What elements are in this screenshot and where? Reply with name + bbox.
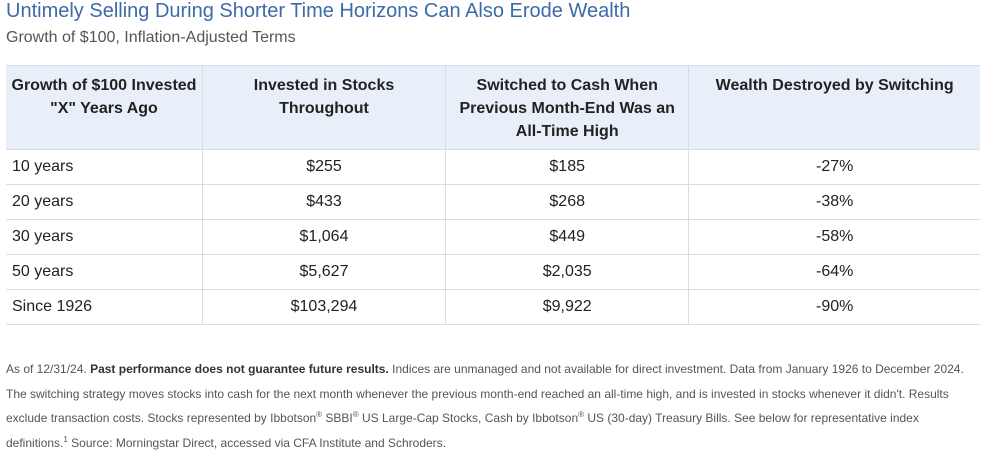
table-row: 20 years $433 $268 -38% xyxy=(6,184,980,220)
table-row: 30 years $1,064 $449 -58% xyxy=(6,219,980,255)
cell-invested: $255 xyxy=(201,149,446,185)
cell-switched: $268 xyxy=(445,184,689,220)
footnote: As of 12/31/24. Past performance does no… xyxy=(6,357,966,455)
wealth-table: Growth of $100 Invested "X" Years Ago In… xyxy=(6,65,980,325)
footnote-disclaimer: Past performance does not guarantee futu… xyxy=(90,362,389,376)
table-header: Growth of $100 Invested "X" Years Ago In… xyxy=(6,65,980,150)
cell-switched: $185 xyxy=(445,149,689,185)
footnote-reference: 1 xyxy=(63,434,68,444)
registered-mark: ® xyxy=(578,410,585,419)
cell-period: 50 years xyxy=(6,254,203,290)
footnote-source: Source: Morningstar Direct, accessed via… xyxy=(67,435,446,450)
header-wealth-destroyed: Wealth Destroyed by Switching xyxy=(688,65,980,150)
page-title: Untimely Selling During Shorter Time Hor… xyxy=(6,0,631,22)
cell-period: 30 years xyxy=(6,219,203,255)
cell-switched: $449 xyxy=(445,219,689,255)
cell-destroyed: -90% xyxy=(688,289,980,325)
cell-period: Since 1926 xyxy=(6,289,203,325)
cell-invested: $1,064 xyxy=(201,219,446,255)
page-subtitle: Growth of $100, Inflation-Adjusted Terms xyxy=(6,29,296,46)
footnote-text: SBBI xyxy=(322,411,353,425)
header-years-ago: Growth of $100 Invested "X" Years Ago xyxy=(6,65,203,150)
header-invested-throughout: Invested in Stocks Throughout xyxy=(201,65,446,150)
cell-destroyed: -38% xyxy=(688,184,980,220)
header-switched-to-cash: Switched to Cash When Previous Month-End… xyxy=(445,65,689,150)
registered-mark: ® xyxy=(352,410,359,419)
registered-mark: ® xyxy=(316,410,323,419)
table-row: 50 years $5,627 $2,035 -64% xyxy=(6,254,980,290)
cell-period: 10 years xyxy=(6,149,203,185)
footnote-text: US Large-Cap Stocks, Cash by Ibbotson xyxy=(358,411,579,425)
footnote-date: As of 12/31/24. xyxy=(6,362,91,376)
cell-switched: $2,035 xyxy=(445,254,689,290)
table-header-row: Growth of $100 Invested "X" Years Ago In… xyxy=(6,65,980,150)
cell-destroyed: -58% xyxy=(688,219,980,255)
cell-period: 20 years xyxy=(6,184,203,220)
footnote-text: US (30-day) Treasury Bills. See below fo… xyxy=(6,411,919,450)
cell-invested: $103,294 xyxy=(201,289,446,325)
cell-switched: $9,922 xyxy=(445,289,689,325)
table-row: 10 years $255 $185 -27% xyxy=(6,149,980,185)
cell-invested: $5,627 xyxy=(201,254,446,290)
footnote-text: Indices are unmanaged and not available … xyxy=(6,362,964,425)
cell-destroyed: -64% xyxy=(688,254,980,290)
table-body: 10 years $255 $185 -27% 20 years $433 $2… xyxy=(6,149,980,325)
table-row: Since 1926 $103,294 $9,922 -90% xyxy=(6,289,980,325)
cell-invested: $433 xyxy=(201,184,446,220)
cell-destroyed: -27% xyxy=(688,149,980,185)
